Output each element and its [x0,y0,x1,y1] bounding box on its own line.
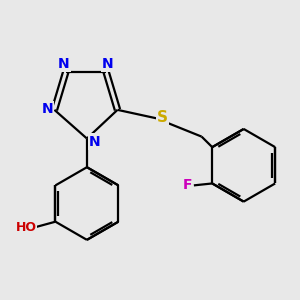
Text: N: N [42,102,53,116]
Text: N: N [89,135,100,148]
Text: N: N [102,57,114,71]
Text: N: N [58,57,70,71]
Text: F: F [183,178,192,192]
Text: S: S [157,110,168,125]
Text: HO: HO [16,221,37,234]
